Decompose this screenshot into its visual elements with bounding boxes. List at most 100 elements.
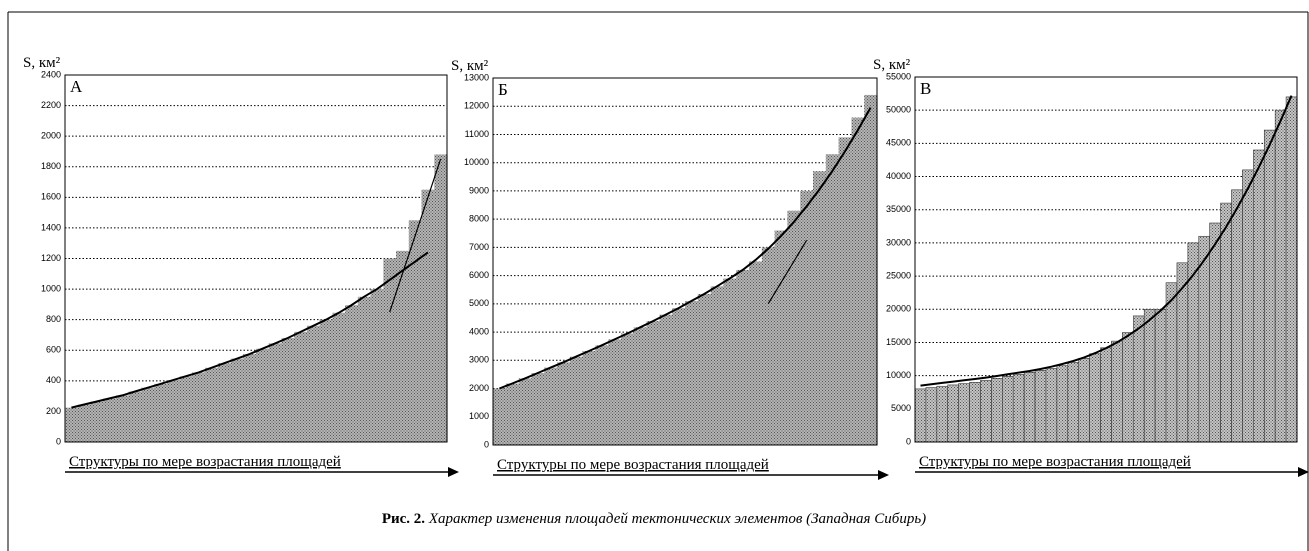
y-tick-label: 5000 (469, 298, 489, 308)
y-tick-label: 0 (484, 439, 489, 449)
plot-frame (64, 74, 448, 443)
bar (659, 314, 673, 445)
bar (141, 387, 155, 442)
y-tick-label: 7000 (469, 242, 489, 252)
y-tick-label: 40000 (886, 171, 911, 181)
y-tick-label: 35000 (886, 204, 911, 214)
y-tick-label: 1800 (41, 161, 61, 171)
bar (646, 321, 660, 445)
bar (332, 312, 346, 442)
bar (914, 388, 927, 443)
y-tick-label: 4000 (469, 326, 489, 336)
bar (396, 250, 410, 442)
bar (493, 388, 507, 445)
bar (345, 305, 359, 442)
bar (736, 269, 750, 445)
bar (128, 391, 142, 442)
bar (77, 404, 92, 442)
bar (383, 258, 397, 442)
y-tick-label: 2400 (41, 69, 61, 79)
y-tick-label: 20000 (886, 304, 911, 314)
y-tick-label: 3000 (469, 355, 489, 365)
y-tick-label: 9000 (469, 185, 489, 195)
bar (294, 331, 308, 442)
bar (1165, 282, 1178, 443)
bar (306, 325, 321, 442)
bar (1045, 368, 1058, 443)
bar (1122, 332, 1134, 443)
bar (1220, 202, 1232, 443)
y-tick-label: 30000 (886, 237, 911, 247)
plot-frame (914, 76, 1298, 443)
trend-line (920, 95, 1293, 387)
bar (936, 385, 949, 443)
bar (774, 230, 788, 445)
tangent-line (767, 239, 808, 305)
y-tick-label: 10000 (886, 370, 911, 380)
x-axis-label: Структуры по мере возрастания площадей (69, 454, 341, 470)
bar (749, 261, 763, 445)
bar (969, 381, 981, 443)
bar (1002, 375, 1014, 443)
bar (1187, 242, 1200, 443)
plot-frame (492, 77, 878, 446)
bar (90, 401, 104, 442)
bar (1023, 372, 1036, 443)
bar (115, 395, 130, 442)
bar (1242, 169, 1254, 443)
y-tick-label: 12000 (464, 101, 489, 111)
bar (1067, 362, 1080, 443)
bar (1078, 358, 1090, 443)
bar (1274, 109, 1287, 443)
bar (787, 210, 801, 445)
y-tick-label: 2200 (41, 100, 61, 110)
trend-line (71, 251, 429, 409)
panel-label: А (70, 77, 83, 96)
bar (569, 356, 584, 445)
bar (595, 345, 609, 445)
caption: Рис. 2. Характер изменения площадей тект… (382, 511, 926, 527)
bar (505, 383, 520, 445)
bar (633, 327, 648, 445)
y-tick-label: 15000 (886, 337, 911, 347)
bar (1143, 308, 1156, 443)
bar (256, 348, 270, 442)
x-axis-label: Структуры по мере возрастания площадей (919, 454, 1191, 470)
bar (268, 343, 283, 442)
bar (672, 308, 686, 445)
bar (1012, 374, 1025, 443)
y-tick-label: 1000 (469, 411, 489, 421)
y-tick-label: 1000 (41, 283, 61, 293)
bar (980, 379, 992, 443)
panel-label: В (920, 79, 931, 98)
bar (103, 398, 117, 442)
bar (1231, 189, 1243, 443)
y-tick-label: 11000 (465, 129, 489, 139)
bar (1154, 308, 1167, 443)
y-tick-label: 200 (46, 406, 61, 416)
bar (281, 338, 295, 442)
bar (1209, 222, 1221, 443)
y-tick-label: 0 (906, 436, 911, 446)
caption-label: Рис. 2. (382, 511, 425, 527)
bar (621, 333, 635, 445)
bar (243, 354, 257, 442)
bar (1132, 315, 1145, 443)
bar (723, 278, 737, 445)
bar (192, 372, 206, 442)
bar (557, 362, 571, 445)
bar (813, 171, 827, 445)
y-tick-label: 13000 (464, 72, 489, 82)
y-tick-label: 50000 (886, 105, 911, 115)
y-tick-label: 6000 (469, 270, 489, 280)
bar (710, 286, 724, 445)
bar (825, 154, 840, 445)
bar (1111, 340, 1123, 443)
bar (357, 296, 372, 442)
bar (864, 94, 878, 445)
bar (851, 117, 865, 446)
y-tick-label: 5000 (891, 403, 911, 413)
y-tick-label: 400 (46, 375, 61, 385)
